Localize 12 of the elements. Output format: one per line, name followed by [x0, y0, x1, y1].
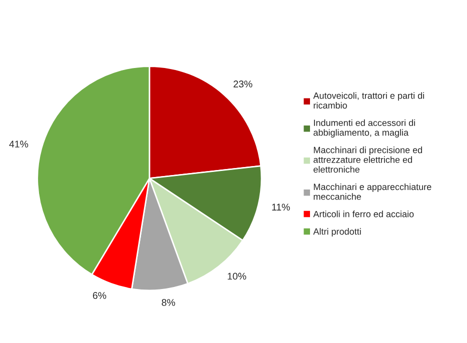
legend-label: Altri prodotti	[313, 228, 361, 236]
legend-label: Autoveicoli, trattori e parti di ricambio	[313, 92, 424, 109]
data-label: 10%	[228, 272, 246, 280]
legend-label: Articoli in ferro ed acciaio	[313, 210, 414, 218]
data-label: 41%	[9, 140, 28, 148]
data-label: 23%	[234, 80, 252, 88]
legend-label: Macchinari di precisione ed attrezzature elettriche ed elettroniche	[314, 146, 422, 173]
legend-label: Indumenti ed accessori di abbigliamento, a maglia	[314, 119, 415, 138]
data-label: 8%	[162, 299, 176, 306]
legend-label: Macchinari e apparecchiature meccaniche	[314, 183, 432, 200]
data-label: 6%	[92, 292, 106, 299]
data-label: 11%	[272, 204, 290, 211]
